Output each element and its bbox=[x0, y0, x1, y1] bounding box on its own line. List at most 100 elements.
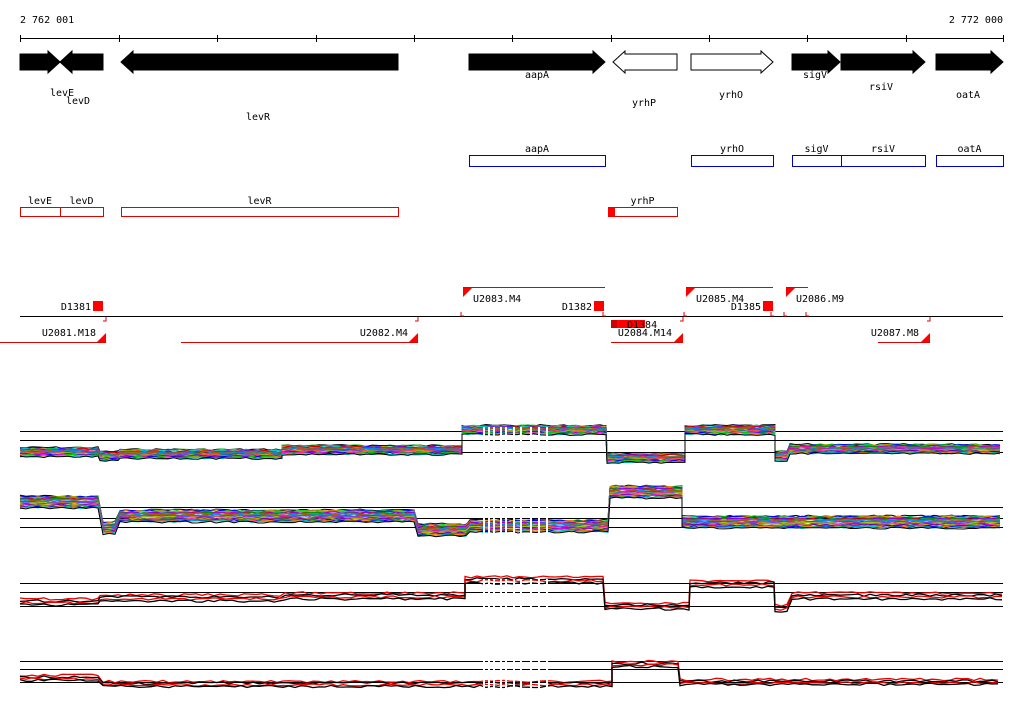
profile-gap bbox=[538, 503, 540, 537]
profile-line bbox=[19, 433, 1001, 464]
profile-line bbox=[19, 659, 999, 684]
gene-label-rsiV: rsiV bbox=[869, 82, 893, 93]
segment-flag bbox=[686, 288, 695, 297]
blue-box-aapA[interactable] bbox=[469, 155, 606, 167]
feature-box-cluster[interactable] bbox=[611, 320, 645, 328]
profile-gap bbox=[546, 657, 548, 692]
coordinate-ruler: 2 762 001 2 772 000 bbox=[20, 15, 1004, 42]
blue-label-aapA: aapA bbox=[525, 144, 549, 155]
profile-gap bbox=[513, 579, 515, 616]
profile-gap bbox=[493, 579, 495, 616]
start-coordinate: 2 762 001 bbox=[20, 15, 74, 26]
blue-box-rsiV[interactable] bbox=[841, 155, 926, 167]
segment-connector bbox=[103, 317, 107, 322]
profile-gap bbox=[520, 427, 522, 462]
profile-track bbox=[19, 423, 1003, 692]
profile-panel-4 bbox=[19, 657, 1003, 692]
lower-segment-label-U2084.M14: U2084.M14 bbox=[618, 328, 672, 339]
feature-box-D1381[interactable] bbox=[93, 301, 103, 311]
blue-box-yrhO[interactable] bbox=[691, 155, 774, 167]
red-box-levE[interactable] bbox=[20, 207, 61, 217]
blue-box-oatA[interactable] bbox=[936, 155, 1004, 167]
upper-segment-label-U2086.M9: U2086.M9 bbox=[796, 294, 844, 305]
segment-flag bbox=[409, 333, 418, 342]
feature-box-cluster-edge bbox=[611, 320, 617, 328]
profile-gap bbox=[488, 427, 490, 462]
segment-connector bbox=[683, 312, 774, 317]
end-coordinate: 2 772 000 bbox=[949, 15, 1003, 26]
feature-label-overlap: D1384 bbox=[627, 320, 657, 331]
gene-label-yrhP: yrhP bbox=[632, 98, 656, 109]
profile-gap bbox=[505, 657, 507, 692]
gene-arrow-sigV[interactable] bbox=[791, 49, 841, 75]
blue-label-sigV: sigV bbox=[804, 144, 828, 155]
blue-annotation-track: aapA yrhO sigV rsiV oatA bbox=[469, 144, 1004, 167]
feature-label-D1381: D1381 bbox=[61, 302, 91, 313]
red-box-yrhP[interactable] bbox=[608, 207, 678, 217]
gene-label-aapA: aapA bbox=[525, 70, 549, 81]
profile-gap bbox=[546, 427, 548, 462]
profile-gap bbox=[546, 503, 548, 537]
profile-gap bbox=[538, 579, 540, 616]
feature-label-D1382: D1382 bbox=[562, 302, 592, 313]
profile-gap bbox=[530, 657, 532, 692]
profile-panel-1 bbox=[19, 423, 1003, 464]
gene-arrow-levE[interactable] bbox=[19, 49, 61, 75]
red-annotation-track: levE levD levR yrhP bbox=[20, 196, 678, 217]
profile-line bbox=[19, 496, 1001, 538]
profile-gap bbox=[500, 503, 502, 537]
lower-segment-label-U2081.M18: U2081.M18 bbox=[42, 328, 96, 339]
red-label-yrhP: yrhP bbox=[630, 196, 654, 207]
profile-gap bbox=[483, 427, 485, 462]
profile-gap bbox=[520, 657, 522, 692]
gene-label-levE: levE bbox=[50, 88, 74, 99]
profile-gap bbox=[493, 657, 495, 692]
profile-gap bbox=[500, 657, 502, 692]
gene-arrow-aapA[interactable] bbox=[468, 49, 606, 75]
lower-segment-label-U2087.M8: U2087.M8 bbox=[871, 328, 919, 339]
gene-label-levD: levD bbox=[66, 96, 90, 107]
gene-arrow-yrhO[interactable] bbox=[690, 49, 774, 75]
red-marker-yrhP bbox=[608, 207, 615, 217]
profile-gap bbox=[483, 579, 485, 616]
segment-connector bbox=[783, 312, 809, 317]
profile-gap bbox=[488, 503, 490, 537]
blue-box-sigV[interactable] bbox=[792, 155, 842, 167]
profile-panel-3 bbox=[19, 575, 1003, 616]
profile-gap bbox=[493, 503, 495, 537]
red-label-levE: levE bbox=[28, 196, 52, 207]
blue-label-oatA: oatA bbox=[957, 144, 981, 155]
profile-gap bbox=[546, 579, 548, 616]
profile-panel-2 bbox=[19, 484, 1003, 538]
profile-gap bbox=[488, 579, 490, 616]
red-box-levR[interactable] bbox=[121, 207, 399, 217]
gene-arrow-levD[interactable] bbox=[59, 49, 104, 75]
feature-box-D1385[interactable] bbox=[763, 301, 773, 311]
segment-connector bbox=[415, 317, 419, 322]
profile-gap bbox=[505, 503, 507, 537]
profile-gap bbox=[505, 579, 507, 616]
gene-arrow-levR[interactable] bbox=[120, 49, 399, 75]
ruler-ticks bbox=[20, 35, 1004, 42]
segment-flag bbox=[921, 333, 930, 342]
red-box-levD[interactable] bbox=[60, 207, 104, 217]
segment-flag bbox=[674, 333, 683, 342]
profile-gap bbox=[483, 657, 485, 692]
profile-gap bbox=[505, 427, 507, 462]
upper-segment-label-U2085.M4: U2085.M4 bbox=[696, 294, 744, 305]
profile-gap bbox=[530, 579, 532, 616]
blue-label-yrhO: yrhO bbox=[720, 144, 744, 155]
gene-arrow-yrhP[interactable] bbox=[612, 49, 678, 75]
segment-connector bbox=[460, 312, 606, 317]
blue-label-rsiV: rsiV bbox=[871, 144, 895, 155]
gene-label-levR: levR bbox=[246, 112, 271, 123]
gene-arrow-oatA[interactable] bbox=[935, 49, 1004, 75]
feature-box-D1382[interactable] bbox=[594, 301, 604, 311]
gene-arrow-rsiV[interactable] bbox=[840, 49, 926, 75]
profile-line bbox=[19, 484, 1001, 526]
profile-gap bbox=[500, 579, 502, 616]
profile-gap bbox=[513, 503, 515, 537]
profile-gap bbox=[483, 503, 485, 537]
segment-flag bbox=[463, 288, 472, 297]
